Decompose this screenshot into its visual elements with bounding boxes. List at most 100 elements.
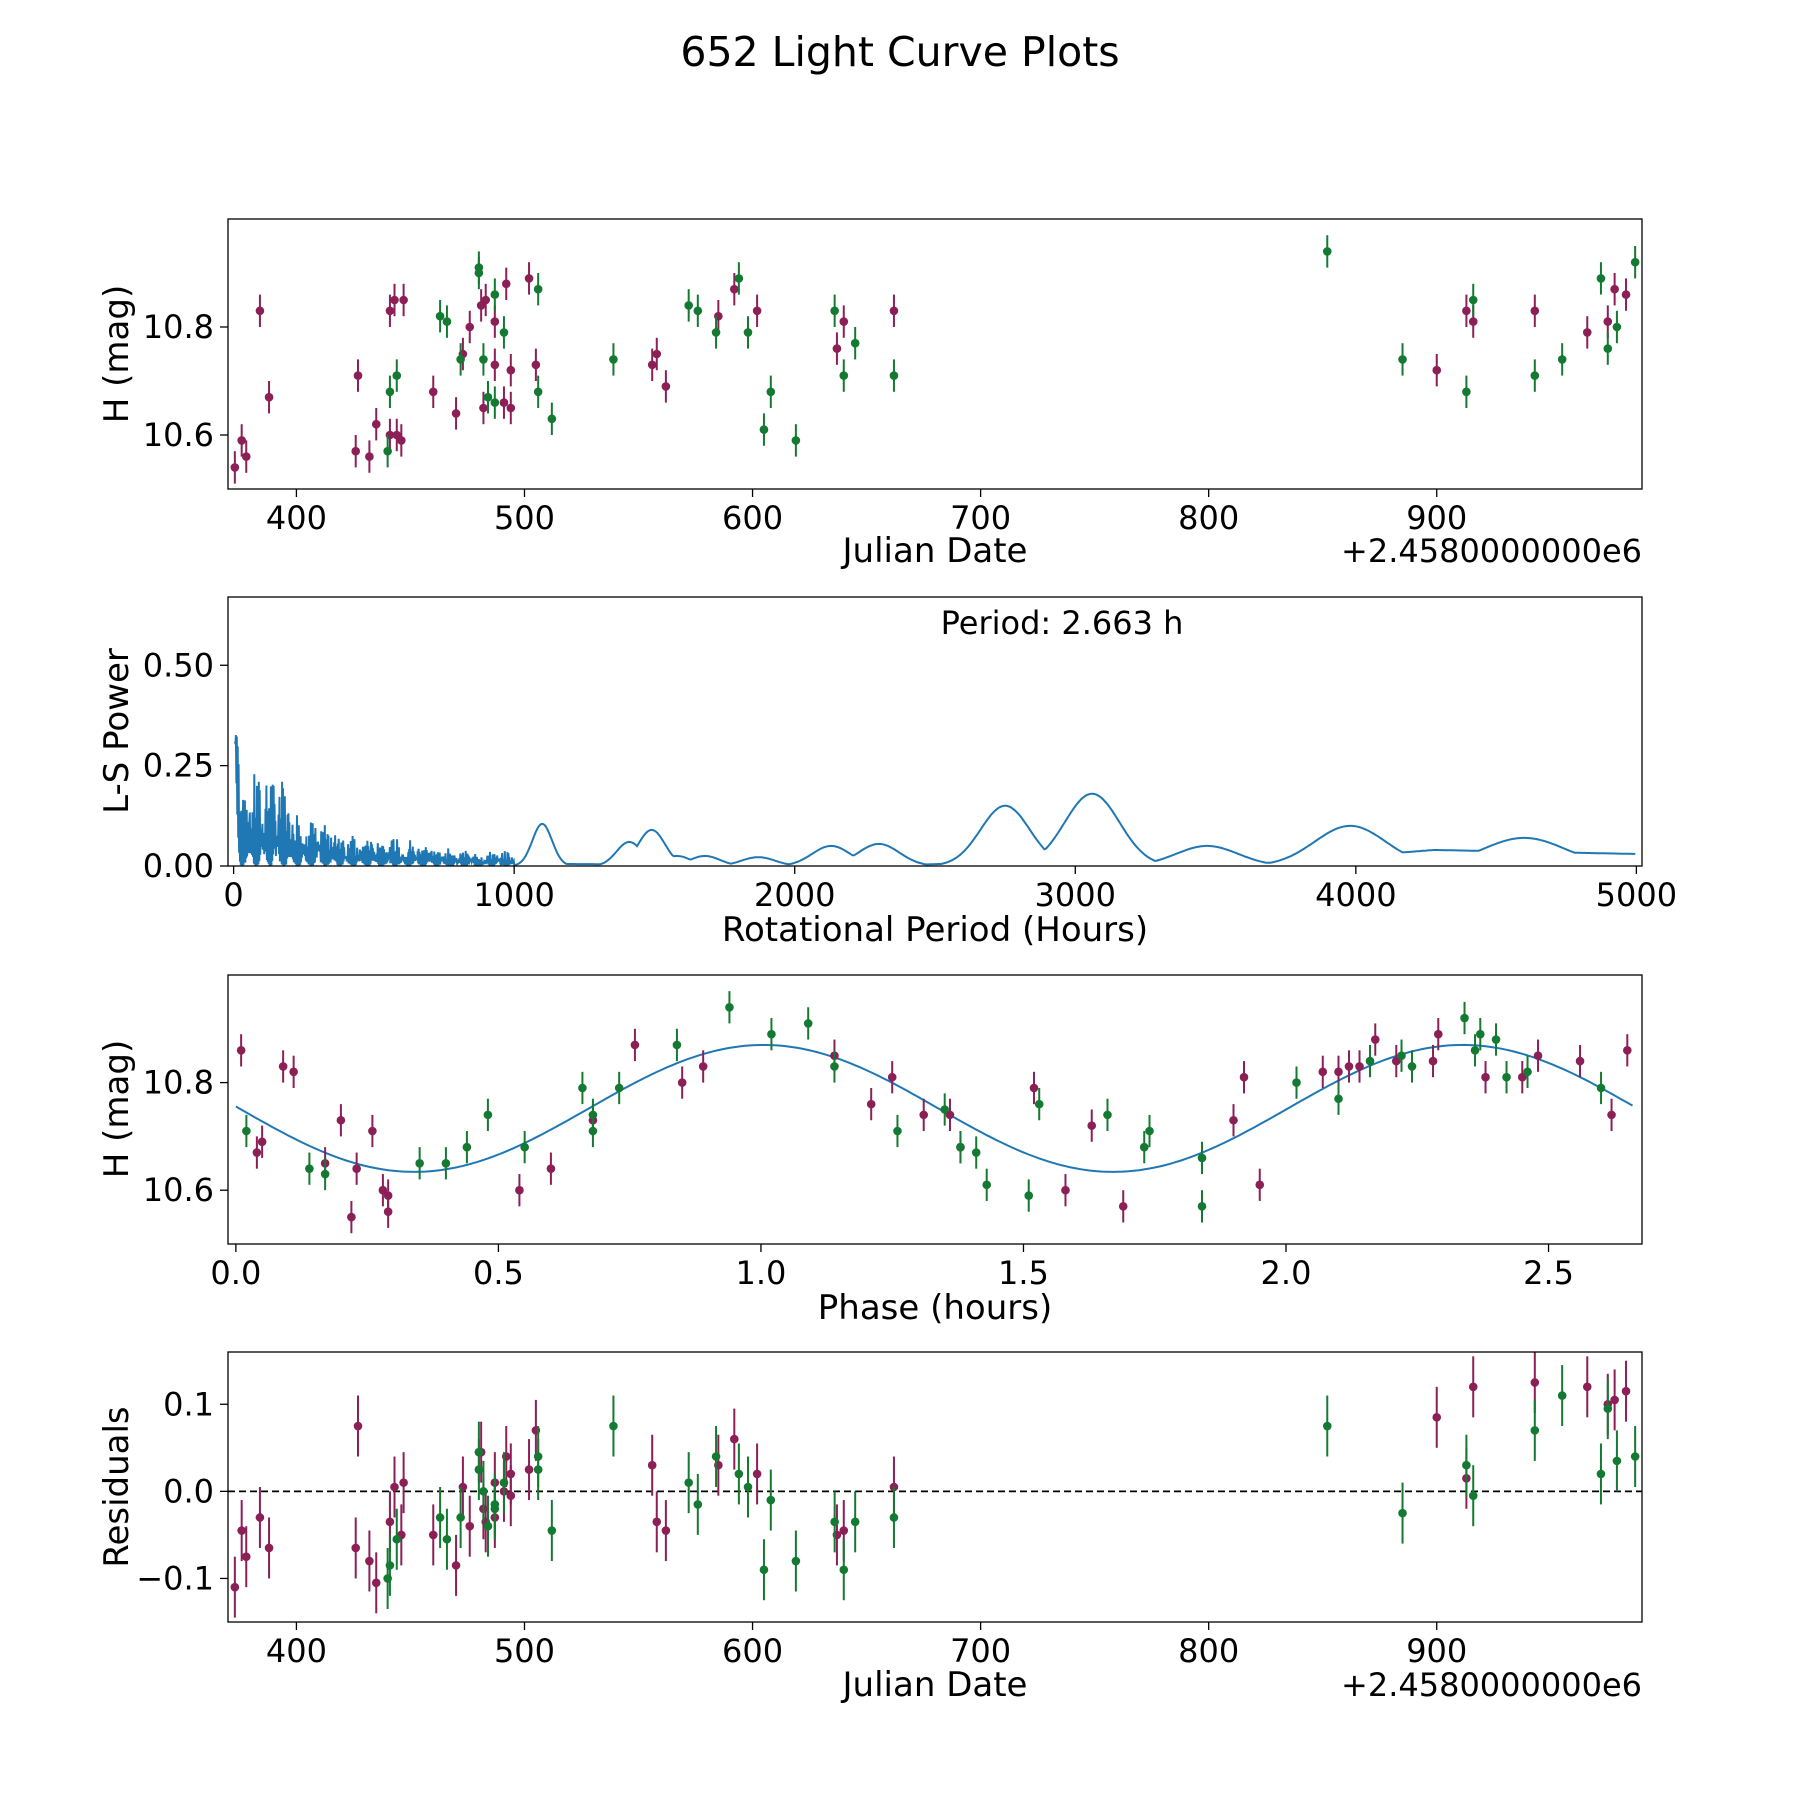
light-curve-point-a: [1432, 365, 1442, 375]
residuals-point-b: [456, 1513, 465, 1522]
phase-folded-point-b: [1407, 1062, 1417, 1071]
phase-folded-xlabel: Phase (hours): [818, 1288, 1052, 1328]
phase-folded-panel: 0.0 0.5 1.0 1.5 2.0 2.5 10.6 10.8 Phase (hours)…: [97, 974, 1643, 1328]
residuals-point-a: [1530, 1378, 1540, 1387]
light-curve-ytick-label: 10.6: [143, 416, 214, 454]
residuals-point-b: [711, 1452, 721, 1461]
light-curve-xtick-label: 500: [494, 499, 555, 537]
periodogram-xtick-label: 5000: [1596, 876, 1677, 914]
light-curve-point-b: [766, 387, 776, 397]
figure-title: 652 Light Curve Plots: [680, 28, 1119, 76]
periodogram-xtick-label: 0: [223, 876, 243, 914]
phase-folded-point-a: [378, 1185, 388, 1195]
phase-folded-point-b: [956, 1142, 965, 1152]
phase-folded-point-b: [415, 1159, 424, 1168]
phase-folded-point-b: [1103, 1110, 1112, 1120]
light-curve-xlabel: Julian Date: [841, 531, 1028, 571]
phase-folded-point-b: [614, 1083, 624, 1093]
residuals-point-b: [684, 1478, 693, 1487]
phase-folded-point-a: [257, 1137, 267, 1147]
light-curve-point-b: [499, 328, 509, 337]
residuals-point-b: [1530, 1426, 1540, 1435]
phase-folded-point-a: [1334, 1067, 1343, 1077]
light-curve-point-b: [435, 311, 445, 321]
phase-folded-point-b: [1334, 1094, 1343, 1104]
phase-folded-point-b: [1523, 1067, 1532, 1077]
light-curve-xtick-label: 800: [1178, 499, 1239, 537]
phase-folded-point-a: [698, 1062, 708, 1071]
light-curve-point-b: [474, 268, 484, 278]
phase-folded-point-b: [1596, 1083, 1606, 1093]
periodogram-panel: 0 1000 2000 3000 4000 5000 0.00 0.25 0.50 Period…: [97, 596, 1677, 950]
light-curve-point-b: [839, 371, 849, 380]
phase-folded-point-b: [1397, 1051, 1406, 1060]
residuals-point-a: [399, 1478, 408, 1487]
light-curve-point-b: [456, 355, 465, 364]
phase-folded-point-b: [971, 1148, 981, 1157]
residuals-point-b: [1468, 1491, 1478, 1501]
residuals-point-a: [1610, 1395, 1619, 1405]
phase-folded-xtick-label: 1.0: [735, 1254, 786, 1292]
residuals-point-a: [839, 1526, 849, 1535]
phase-folded-point-a: [1533, 1051, 1543, 1060]
light-curve-point-b: [791, 436, 801, 445]
light-curve-point-a: [241, 452, 251, 461]
residuals-ytick-label: −0.1: [136, 1559, 214, 1597]
phase-folded-point-a: [347, 1212, 356, 1222]
phase-folded-point-a: [1517, 1072, 1527, 1082]
residuals-point-b: [392, 1534, 402, 1544]
phase-folded-point-a: [515, 1185, 524, 1195]
phase-folded-point-a: [289, 1067, 298, 1077]
residuals-point-a: [365, 1556, 374, 1566]
phase-folded-point-a: [1118, 1202, 1128, 1211]
residuals-point-b: [490, 1500, 500, 1509]
light-curve-point-a: [1610, 284, 1619, 294]
residuals-panel: 400 500 600 700 800 900 −0.1 0.0 0.1 Julian Date…: [97, 1351, 1643, 1705]
phase-folded-point-a: [1428, 1056, 1438, 1066]
phase-folded-point-a: [1355, 1062, 1364, 1071]
light-curve-point-b: [1630, 257, 1640, 267]
light-curve-point-a: [428, 387, 438, 397]
residuals-point-a: [255, 1513, 265, 1522]
light-curve-point-a: [832, 344, 842, 353]
light-curve-point-b: [743, 328, 753, 337]
residuals-xtick-label: 900: [1406, 1632, 1467, 1670]
residuals-point-b: [609, 1421, 618, 1431]
light-curve-point-a: [490, 317, 500, 326]
residuals-point-b: [474, 1465, 484, 1474]
light-curve-point-b: [734, 274, 744, 283]
phase-folded-point-a: [368, 1126, 377, 1136]
phase-folded-ytick-label: 10.6: [143, 1171, 214, 1209]
light-curve-point-a: [264, 392, 274, 402]
residuals-point-a: [428, 1530, 438, 1540]
phase-folded-xtick-label: 1.5: [998, 1254, 1049, 1292]
phase-folded-point-b: [672, 1040, 682, 1050]
light-curve-point-b: [759, 425, 769, 434]
residuals-point-b: [1398, 1508, 1407, 1518]
residuals-point-b: [759, 1565, 769, 1575]
phase-folded-point-b: [242, 1126, 251, 1136]
light-curve-point-b: [1468, 295, 1478, 305]
light-curve-point-b: [547, 414, 557, 424]
residuals-ytick-label: 0.1: [163, 1385, 214, 1423]
light-curve-point-b: [693, 306, 703, 316]
light-curve-point-a: [397, 436, 406, 445]
phase-folded-point-b: [1502, 1072, 1511, 1082]
periodogram-ytick-label: 0.25: [143, 747, 214, 785]
phase-folded-point-a: [1344, 1062, 1354, 1071]
phase-folded-point-a: [945, 1110, 955, 1120]
residuals-point-a: [451, 1561, 461, 1570]
phase-folded-point-a: [336, 1115, 346, 1125]
residuals-xtick-label: 800: [1178, 1632, 1239, 1670]
light-curve-point-a: [730, 284, 739, 294]
phase-folded-point-b: [1470, 1046, 1480, 1055]
residuals-point-a: [385, 1517, 395, 1527]
light-curve-point-a: [237, 436, 246, 445]
phase-folded-xtick-label: 2.0: [1261, 1254, 1312, 1292]
phase-folded-point-b: [725, 1002, 734, 1012]
light-curve-xtick-label: 600: [722, 499, 783, 537]
residuals-xtick-label: 700: [950, 1632, 1011, 1670]
light-curve-point-a: [371, 419, 381, 429]
light-curve-xtick-label: 900: [1406, 499, 1467, 537]
phase-folded-point-a: [1622, 1046, 1632, 1055]
